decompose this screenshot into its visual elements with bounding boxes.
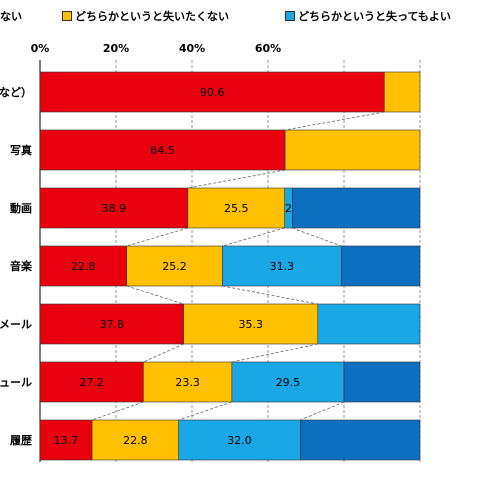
connector-line (222, 227, 285, 247)
data-label: 64.5 (150, 144, 175, 157)
bar-segment-2 (222, 245, 342, 287)
category-label: 写真 (10, 143, 32, 157)
legend-item-1: どちらかというと失いたくない (62, 8, 229, 24)
data-label: 90.6 (200, 86, 225, 99)
data-label: 35.3 (238, 318, 263, 331)
connector-line (178, 401, 233, 421)
bar-segment-rest (292, 187, 421, 229)
data-label: 22.8 (71, 260, 96, 273)
connector-line (231, 343, 318, 363)
x-tick-label: 40% (179, 42, 205, 55)
connector-line (91, 401, 144, 421)
connector-line (126, 285, 184, 305)
connector-line (187, 169, 286, 189)
bar-segment-0 (39, 361, 144, 403)
data-label: 32.0 (227, 434, 252, 447)
connector-line (300, 401, 345, 421)
data-label: 37.8 (100, 318, 125, 331)
bar-segment-rest (383, 71, 421, 113)
data-label: 31.3 (270, 260, 295, 273)
bar-segment-rest (341, 245, 421, 287)
bar-segment-0 (39, 187, 189, 229)
data-label: 25.5 (224, 202, 249, 215)
data-label: 38.9 (102, 202, 127, 215)
connector-line (292, 227, 342, 247)
category-label: メール (0, 318, 32, 331)
legend: ない どちらかというと失いたくない どちらかというと失ってもよい (0, 0, 480, 32)
legend-item-0: ない (0, 8, 22, 24)
bar-segment-rest (299, 419, 421, 461)
legend-item-2: どちらかというと失ってもよい (285, 8, 451, 24)
bar-segment-1 (126, 245, 223, 287)
category-label: 音楽 (10, 259, 33, 273)
category-label: など） (0, 86, 32, 99)
connector-line (222, 285, 318, 305)
legend-label-1: どちらかというと失いたくない (75, 10, 229, 23)
bar-segment-1 (187, 187, 286, 229)
bar-segment-2 (178, 419, 301, 461)
legend-label-0: ない (0, 10, 22, 23)
bar-segment-0 (39, 129, 286, 171)
data-label: 22.8 (123, 434, 148, 447)
data-label: 27.2 (79, 376, 104, 389)
connector-line (285, 111, 385, 131)
data-label: 2 (285, 202, 292, 215)
category-label: 動画 (10, 201, 32, 215)
bar-segment-rest (317, 303, 421, 345)
x-tick-label: 20% (103, 42, 129, 55)
legend-swatch-2 (285, 11, 295, 21)
data-label: 23.3 (175, 376, 200, 389)
bar-segment-rest (343, 361, 421, 403)
bar-segment-0 (39, 71, 385, 113)
category-label: 履歴 (10, 434, 32, 447)
connector-line (126, 227, 188, 247)
x-tick-label: 60% (255, 42, 281, 55)
x-tick-label: 0% (31, 42, 50, 55)
connector-line (143, 343, 184, 363)
category-label: ュール (0, 376, 32, 389)
bar-segment-1 (183, 303, 319, 345)
legend-swatch-1 (62, 11, 72, 21)
data-label: 25.2 (162, 260, 187, 273)
data-label: 29.5 (276, 376, 301, 389)
legend-label-2: どちらかというと失ってもよい (298, 10, 451, 23)
data-label: 13.7 (54, 434, 79, 447)
bar-segment-0 (39, 303, 184, 345)
bar-segment-1 (143, 361, 233, 403)
bar-segment-rest (284, 129, 421, 171)
